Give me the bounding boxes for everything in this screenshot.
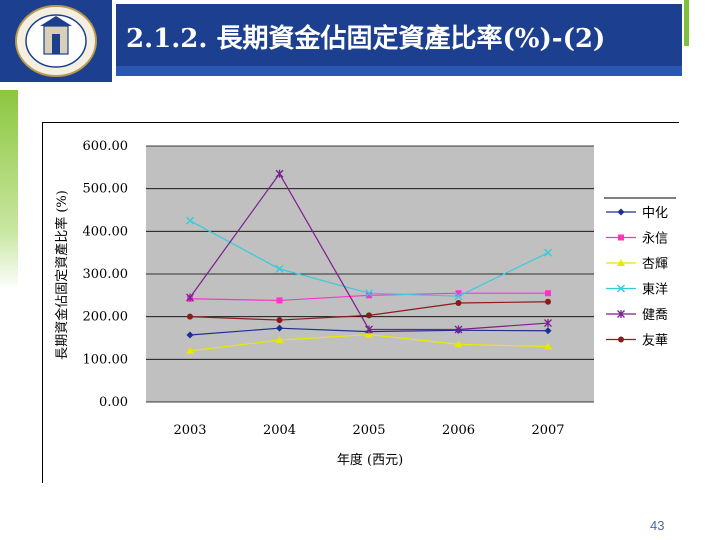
data-point: [186, 331, 194, 339]
data-point: [455, 300, 462, 307]
side-accent-strip: [0, 90, 18, 290]
chart-frame: [42, 122, 679, 483]
data-point: [454, 340, 463, 348]
x-tick-label: 2006: [442, 423, 475, 438]
y-tick-label: 200.00: [83, 310, 129, 325]
data-point: [276, 297, 283, 304]
y-tick-label: 300.00: [83, 267, 129, 282]
y-tick-label: 500.00: [83, 182, 129, 197]
data-point: [454, 325, 463, 334]
data-point: [544, 342, 552, 350]
legend-marker: [617, 310, 625, 318]
x-tick-label: 2004: [263, 423, 296, 438]
legend-marker: [618, 234, 624, 241]
data-point: [365, 330, 373, 338]
legend-label: 健喬: [642, 307, 668, 323]
legend-label: 友華: [642, 333, 668, 349]
data-point: [365, 325, 373, 334]
title-bar-underline: [116, 66, 682, 76]
x-axis-label: 年度 (西元): [337, 452, 403, 468]
slide-title: 2.1.2. 長期資金佔固定資產比率(%)-(2): [126, 24, 606, 54]
data-point: [275, 264, 284, 273]
data-point: [544, 248, 552, 257]
y-tick-label: 600.00: [83, 139, 129, 154]
slide-header: 2.1.2. 長期資金佔固定資產比率(%)-(2): [0, 0, 720, 82]
data-point: [276, 317, 283, 324]
y-tick-label: 400.00: [83, 224, 129, 239]
page-number: 43: [650, 518, 665, 533]
legend-label: 杏輝: [642, 257, 668, 272]
x-tick-label: 2005: [352, 423, 385, 438]
data-point: [366, 312, 372, 319]
university-seal-logo: [15, 5, 97, 77]
title-bar: [116, 4, 682, 66]
data-point: [275, 169, 284, 178]
y-axis-label: 長期資金佔固定資產比率 (%): [54, 190, 70, 360]
data-point: [544, 327, 552, 335]
data-point: [544, 319, 552, 328]
legend-marker: [618, 336, 624, 343]
legend-label: 永信: [642, 232, 668, 247]
data-point: [186, 216, 194, 225]
data-point: [276, 324, 283, 332]
data-point: [545, 290, 551, 297]
data-point: [186, 293, 194, 302]
x-tick-label: 2007: [531, 423, 564, 438]
legend-marker: [617, 284, 625, 293]
university-logo-panel: [0, 0, 112, 82]
y-tick-label: 100.00: [83, 352, 129, 367]
legend-marker: [617, 208, 625, 216]
data-point: [366, 292, 372, 299]
data-point: [186, 346, 194, 354]
accent-bar: [684, 0, 689, 46]
y-tick-label: 0.00: [99, 395, 128, 410]
legend-label: 中化: [642, 206, 668, 221]
data-point: [454, 292, 463, 301]
data-point: [545, 298, 551, 305]
data-point: [275, 336, 284, 344]
x-tick-label: 2003: [173, 423, 206, 438]
legend-label: 東洋: [642, 282, 668, 298]
data-point: [365, 289, 373, 298]
legend-marker: [617, 259, 625, 266]
data-point: [187, 313, 193, 320]
data-point: [455, 290, 462, 297]
